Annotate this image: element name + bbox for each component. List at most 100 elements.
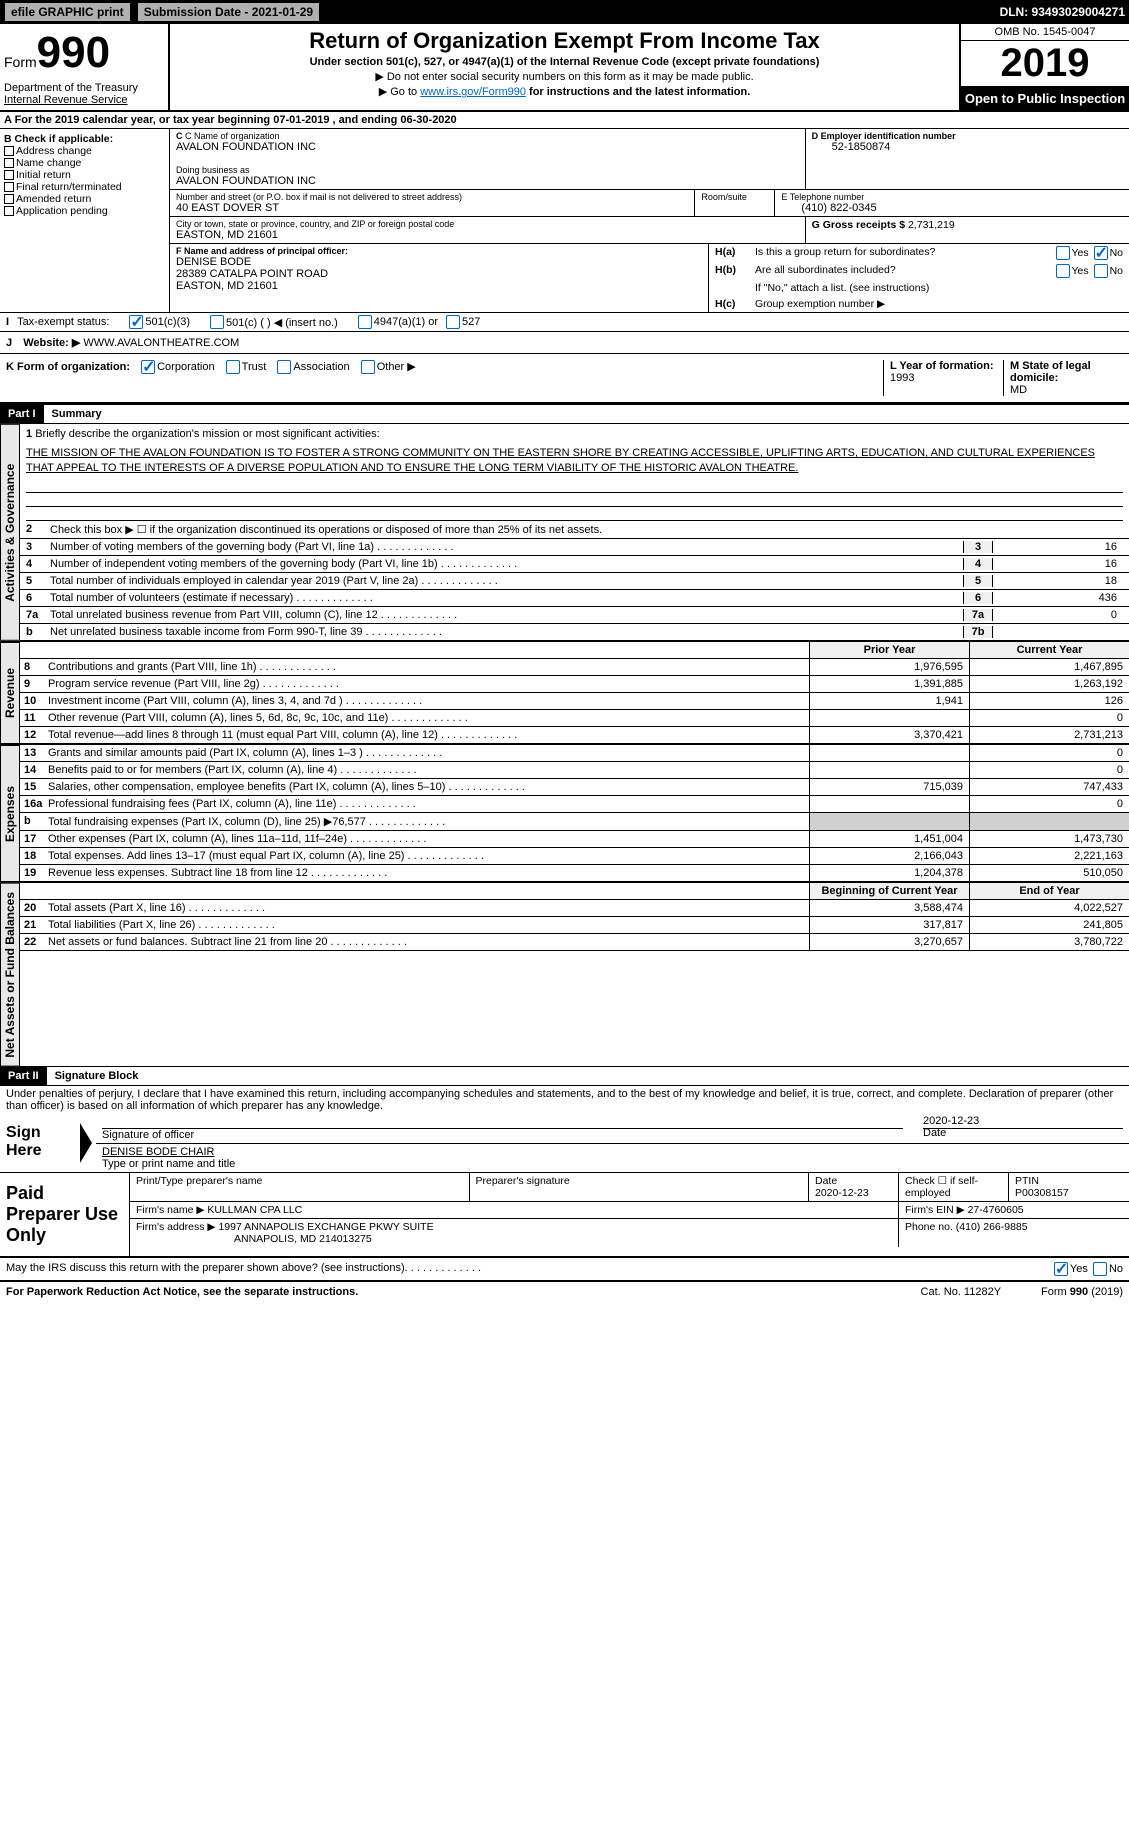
ha-text: Is this a group return for subordinates? [755, 246, 1054, 260]
officer-addr: 28389 CATALPA POINT ROAD [176, 268, 702, 280]
triangle-icon [80, 1123, 92, 1163]
mission-blank-2 [26, 493, 1123, 507]
checkbox-application-pending[interactable] [4, 206, 14, 216]
summary-line: 7aTotal unrelated business revenue from … [20, 607, 1129, 624]
discuss-yes[interactable] [1054, 1262, 1068, 1276]
officer-name: DENISE BODE [176, 256, 702, 268]
mission-blank-1 [26, 479, 1123, 493]
tax-527[interactable] [446, 315, 460, 329]
table-row: 10Investment income (Part VIII, column (… [20, 693, 1129, 710]
f-officer-label: F Name and address of principal officer: [176, 246, 702, 256]
table-row: 22Net assets or fund balances. Subtract … [20, 934, 1129, 951]
k-corporation[interactable] [141, 360, 155, 374]
tax-501c[interactable] [210, 315, 224, 329]
footer-row: For Paperwork Reduction Act Notice, see … [0, 1282, 1129, 1302]
org-name: AVALON FOUNDATION INC [176, 141, 799, 153]
gross-value: 2,731,219 [908, 219, 955, 231]
mission-label: Briefly describe the organization's miss… [35, 428, 379, 440]
title-column: Return of Organization Exempt From Incom… [170, 24, 959, 110]
form-footer: Form 990 (2019) [1041, 1286, 1123, 1298]
vert-revenue: Revenue [0, 642, 20, 744]
table-row: 17Other expenses (Part IX, column (A), l… [20, 831, 1129, 848]
officer-name-title: DENISE BODE CHAIR [102, 1146, 1123, 1158]
discuss-row: May the IRS discuss this return with the… [0, 1258, 1129, 1282]
checkbox-final-return[interactable] [4, 182, 14, 192]
mission-text: THE MISSION OF THE AVALON FOUNDATION IS … [20, 444, 1129, 479]
tax-year: 2019 [961, 41, 1129, 87]
table-row: 12Total revenue—add lines 8 through 11 (… [20, 727, 1129, 744]
part2-bar: Part II Signature Block [0, 1066, 1129, 1086]
vert-governance: Activities & Governance [0, 424, 20, 641]
part1-title: Summary [44, 405, 110, 423]
table-row: 13Grants and similar amounts paid (Part … [20, 745, 1129, 762]
revenue-section: Revenue Prior Year Current Year 8Contrib… [0, 641, 1129, 744]
mission-blank-3 [26, 507, 1123, 521]
k-trust[interactable] [226, 360, 240, 374]
form-id-column: Form990 Department of the Treasury Inter… [0, 24, 170, 110]
omb-label: OMB No. 1545-0047 [961, 24, 1129, 41]
top-bar: efile GRAPHIC print Submission Date - 20… [0, 0, 1129, 24]
k-other[interactable] [361, 360, 375, 374]
summary-line: 4Number of independent voting members of… [20, 556, 1129, 573]
k-association[interactable] [277, 360, 291, 374]
section-a-tax-year: A For the 2019 calendar year, or tax yea… [0, 112, 1129, 129]
sign-date: 2020-12-23 [923, 1115, 1123, 1127]
table-row: 11Other revenue (Part VIII, column (A), … [20, 710, 1129, 727]
hb-text: Are all subordinates included? [755, 264, 1054, 278]
sign-here-label: Sign Here [0, 1114, 80, 1172]
year-column: OMB No. 1545-0047 2019 Open to Public In… [959, 24, 1129, 110]
table-row: 16aProfessional fundraising fees (Part I… [20, 796, 1129, 813]
open-inspection: Open to Public Inspection [961, 87, 1129, 110]
firm-addr: 1997 ANNAPOLIS EXCHANGE PKWY SUITE [218, 1221, 433, 1233]
firm-addr2: ANNAPOLIS, MD 214013275 [234, 1233, 372, 1245]
ptin-value: P00308157 [1015, 1187, 1069, 1199]
officer-city: EASTON, MD 21601 [176, 280, 702, 292]
summary-line: 6Total number of volunteers (estimate if… [20, 590, 1129, 607]
addr-label: Number and street (or P.O. box if mail i… [176, 192, 688, 202]
ein-value: 52-1850874 [812, 141, 1123, 153]
efile-button[interactable]: efile GRAPHIC print [4, 2, 131, 22]
dba-value: AVALON FOUNDATION INC [176, 175, 799, 187]
website-row: J Website: ▶ WWW.AVALONTHEATRE.COM [0, 332, 1129, 354]
hb-no[interactable] [1094, 264, 1108, 278]
year-formation: 1993 [890, 372, 914, 384]
part2-title: Signature Block [47, 1067, 147, 1085]
ha-yes[interactable] [1056, 246, 1070, 260]
part2-label: Part II [0, 1067, 47, 1085]
hb-yes[interactable] [1056, 264, 1070, 278]
table-row: 8Contributions and grants (Part VIII, li… [20, 659, 1129, 676]
city-value: EASTON, MD 21601 [176, 229, 799, 241]
g-gross-label: G Gross receipts $ [812, 219, 908, 231]
state-domicile: MD [1010, 384, 1027, 396]
part1-bar: Part I Summary [0, 404, 1129, 424]
submission-date-button[interactable]: Submission Date - 2021-01-29 [137, 2, 320, 22]
firm-ein: 27-4760605 [968, 1204, 1024, 1216]
vert-expenses: Expenses [0, 745, 20, 882]
hc-label: H(c) [715, 298, 735, 310]
summary-line: 5Total number of individuals employed in… [20, 573, 1129, 590]
expenses-section: Expenses 13Grants and similar amounts pa… [0, 744, 1129, 882]
table-row: 18Total expenses. Add lines 13–17 (must … [20, 848, 1129, 865]
discuss-no[interactable] [1093, 1262, 1107, 1276]
summary-content: Activities & Governance 1 Briefly descri… [0, 424, 1129, 641]
checkbox-initial-return[interactable] [4, 170, 14, 180]
form-header: Form990 Department of the Treasury Inter… [0, 24, 1129, 112]
checkbox-amended[interactable] [4, 194, 14, 204]
vert-net-assets: Net Assets or Fund Balances [0, 883, 20, 1067]
hb-note: If "No," attach a list. (see instruction… [709, 280, 1129, 296]
irs-link[interactable]: www.irs.gov/Form990 [420, 86, 526, 98]
tax-4947[interactable] [358, 315, 372, 329]
checkbox-address-change[interactable] [4, 146, 14, 156]
table-row: 14Benefits paid to or for members (Part … [20, 762, 1129, 779]
tax-501c3[interactable] [129, 315, 143, 329]
table-row: 19Revenue less expenses. Subtract line 1… [20, 865, 1129, 882]
ha-no[interactable] [1094, 246, 1108, 260]
checkbox-name-change[interactable] [4, 158, 14, 168]
date-label: Date [923, 1127, 946, 1139]
tax-exempt-row: I Tax-exempt status: 501(c)(3) 501(c) ( … [0, 313, 1129, 332]
table-row: bTotal fundraising expenses (Part IX, co… [20, 813, 1129, 831]
room-label: Room/suite [701, 192, 768, 202]
department-label: Department of the Treasury Internal Reve… [4, 82, 164, 106]
city-label: City or town, state or province, country… [176, 219, 799, 229]
sig-officer-label: Signature of officer [102, 1129, 194, 1141]
